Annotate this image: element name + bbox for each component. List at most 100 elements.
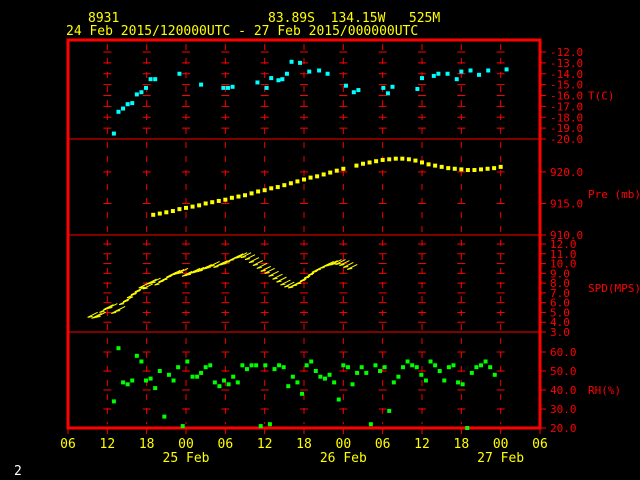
pressure-point xyxy=(302,177,306,182)
temperature-point xyxy=(111,131,116,136)
date-label: 26 Feb xyxy=(320,451,367,466)
temperature-point xyxy=(153,77,158,82)
wind-barb-head xyxy=(264,271,270,274)
humidity-point xyxy=(465,426,470,430)
date-label: 25 Feb xyxy=(163,451,210,466)
y-tick-label: 30.0 xyxy=(550,403,577,416)
pressure-point xyxy=(426,162,431,167)
wind-barb-head xyxy=(119,303,125,306)
humidity-point xyxy=(125,382,130,387)
humidity-point xyxy=(345,365,350,370)
humidity-point xyxy=(244,367,249,372)
humidity-point xyxy=(368,422,373,427)
y-tick-label: -19.0 xyxy=(550,122,583,135)
humidity-point xyxy=(249,363,254,368)
wind-barb-head xyxy=(221,263,227,266)
pressure-point xyxy=(315,174,320,179)
wind-barb-head xyxy=(299,279,306,282)
y-tick-label: 7.0 xyxy=(550,287,570,300)
pressure-point xyxy=(295,179,300,184)
pressure-point xyxy=(308,175,313,180)
humidity-point xyxy=(414,365,419,370)
pressure-point xyxy=(236,194,241,199)
wind-barb-head xyxy=(292,284,298,287)
humidity-point xyxy=(322,376,327,381)
wind-barb-head xyxy=(347,267,353,270)
wind-barb-head xyxy=(280,283,286,286)
humidity-label: RH(%) xyxy=(588,384,621,397)
temperature-point xyxy=(351,90,356,95)
page-number: 2 xyxy=(14,464,22,479)
humidity-point xyxy=(382,365,387,370)
pressure-point xyxy=(229,195,234,200)
pressure-point xyxy=(400,156,405,161)
pressure-point xyxy=(341,166,346,171)
pressure-point xyxy=(406,157,411,162)
y-tick-label: 5.0 xyxy=(550,306,570,319)
temperature-point xyxy=(144,85,149,90)
pressure-point xyxy=(380,157,385,162)
wind-barb-head xyxy=(276,280,282,283)
wind-barb-head xyxy=(237,256,243,259)
temperature-point xyxy=(269,76,274,81)
y-tick-label: -15.0 xyxy=(550,79,583,92)
wind-barb-head xyxy=(205,266,211,269)
wind-barb-head xyxy=(209,264,215,267)
temperature-point xyxy=(230,84,235,89)
y-tick-label: -14.0 xyxy=(550,68,583,81)
temperature-point xyxy=(454,77,459,82)
temperature-point xyxy=(284,71,289,76)
pressure-point xyxy=(216,198,221,203)
y-tick-label: -17.0 xyxy=(550,100,583,113)
humidity-point xyxy=(258,424,263,429)
pressure-point xyxy=(433,163,438,168)
y-tick-label: 9.0 xyxy=(550,267,570,280)
temperature-label: T(C) xyxy=(588,90,615,103)
y-tick-label: 4.0 xyxy=(550,316,570,329)
pressure-point xyxy=(446,166,451,171)
humidity-point xyxy=(134,353,139,358)
temperature-point xyxy=(148,77,153,82)
wind-label: SPD(MPS) xyxy=(588,282,640,295)
humidity-point xyxy=(359,365,364,370)
wind-barb-head xyxy=(260,269,266,272)
pressure-label: Pre (mb) xyxy=(588,188,640,201)
pressure-point xyxy=(367,160,372,165)
wind-barb-head xyxy=(268,274,274,277)
humidity-point xyxy=(460,382,465,387)
wind-barb-head xyxy=(134,290,140,293)
temperature-point xyxy=(177,71,182,76)
temperature-point xyxy=(225,85,230,90)
humidity-point xyxy=(391,380,396,385)
temperature-point xyxy=(468,68,473,73)
humidity-point xyxy=(226,382,231,387)
y-tick-label: -13.0 xyxy=(550,57,583,70)
humidity-point xyxy=(290,374,295,379)
temperature-point xyxy=(436,71,441,76)
humidity-point xyxy=(318,374,323,379)
y-tick-label: 40.0 xyxy=(550,384,577,397)
wind-barb-head xyxy=(142,287,148,290)
x-tick-label: 12 xyxy=(257,437,273,452)
station-id: 8931 xyxy=(88,11,120,26)
pressure-point xyxy=(256,189,261,194)
wind-barb-head xyxy=(252,264,258,267)
temperature-point xyxy=(445,71,450,76)
y-tick-label: 20.0 xyxy=(550,422,577,435)
x-tick-label: 18 xyxy=(296,437,312,452)
humidity-point xyxy=(217,384,222,389)
temperature-point xyxy=(381,85,386,90)
temperature-point xyxy=(486,68,491,73)
pressure-point xyxy=(361,161,365,166)
y-tick-label: 11.0 xyxy=(550,248,577,261)
humidity-point xyxy=(157,369,162,373)
wind-barb-head xyxy=(166,275,172,278)
humidity-point xyxy=(336,397,341,402)
y-tick-label: 60.0 xyxy=(550,346,577,359)
humidity-point xyxy=(405,359,410,364)
humidity-point xyxy=(272,367,277,372)
humidity-point xyxy=(304,363,309,368)
temperature-point xyxy=(415,86,420,91)
pressure-point xyxy=(177,207,182,212)
x-tick-label: 12 xyxy=(100,437,116,452)
